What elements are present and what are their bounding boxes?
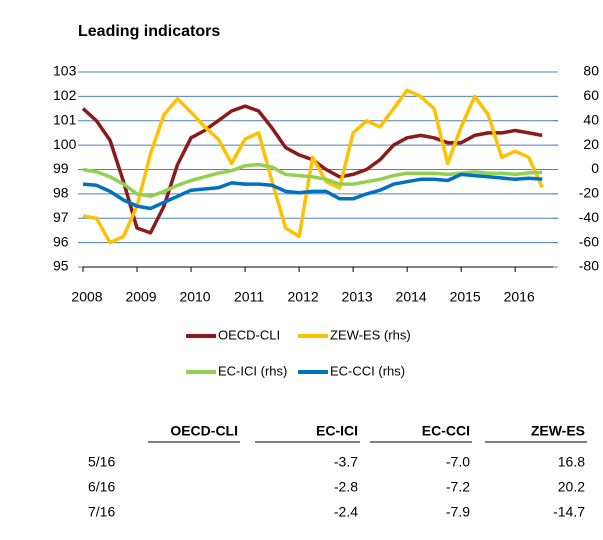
table-header: ZEW-ES	[531, 423, 585, 439]
table-cell: -7.0	[446, 454, 470, 470]
table-header: EC-ICI	[316, 423, 358, 439]
x-tick-label: 2010	[179, 289, 210, 305]
x-tick-label: 2013	[342, 289, 373, 305]
chart-title: Leading indicators	[78, 23, 220, 40]
legend-label: EC-ICI (rhs)	[218, 363, 287, 378]
y-tick-label: 96	[53, 233, 69, 249]
legend-label: ZEW-ES (rhs)	[330, 327, 411, 342]
x-tick-label: 2009	[125, 289, 156, 305]
table-header: EC-CCI	[422, 423, 470, 439]
y2-tick-label: -20	[579, 185, 599, 201]
table-cell: -14.7	[553, 504, 585, 520]
table-header: OECD-CLI	[170, 423, 238, 439]
y-tick-label: 98	[53, 185, 69, 201]
y-tick-label: 102	[53, 87, 77, 103]
row-label: 5/16	[88, 454, 115, 470]
y2-tick-label: 80	[583, 63, 599, 79]
table-cell: 20.2	[558, 479, 585, 495]
table-cell: -2.8	[334, 479, 358, 495]
y-tick-label: 97	[53, 209, 69, 225]
table-cell: -7.2	[446, 479, 470, 495]
x-tick-label: 2014	[396, 289, 427, 305]
x-tick-label: 2008	[71, 289, 102, 305]
table-cell: 16.8	[558, 454, 585, 470]
series-line	[82, 162, 543, 199]
y-tick-label: 103	[53, 63, 77, 79]
legend-label: EC-CCI (rhs)	[330, 363, 405, 378]
series-line	[82, 88, 544, 245]
y-tick-label: 100	[53, 136, 77, 152]
row-label: 7/16	[88, 504, 115, 520]
x-tick-label: 2012	[288, 289, 319, 305]
y2-tick-label: 60	[583, 87, 599, 103]
y2-tick-label: -60	[579, 233, 599, 249]
series-line	[82, 172, 543, 211]
table-cell: -3.7	[334, 454, 358, 470]
y2-tick-label: 20	[583, 136, 599, 152]
x-tick-label: 2016	[504, 289, 535, 305]
y-tick-label: 101	[53, 111, 77, 127]
legend-label: OECD-CLI	[218, 327, 280, 342]
row-label: 6/16	[88, 479, 115, 495]
y2-tick-label: 0	[591, 160, 599, 176]
x-tick-label: 2011	[234, 289, 264, 305]
y2-tick-label: -40	[579, 209, 599, 225]
y-tick-label: 95	[53, 258, 69, 274]
y2-tick-label: 40	[583, 111, 599, 127]
table-cell: -7.9	[446, 504, 470, 520]
y-tick-label: 99	[53, 160, 69, 176]
x-tick-label: 2015	[450, 289, 481, 305]
y2-tick-label: -80	[579, 258, 599, 274]
table-cell: -2.4	[334, 504, 358, 520]
